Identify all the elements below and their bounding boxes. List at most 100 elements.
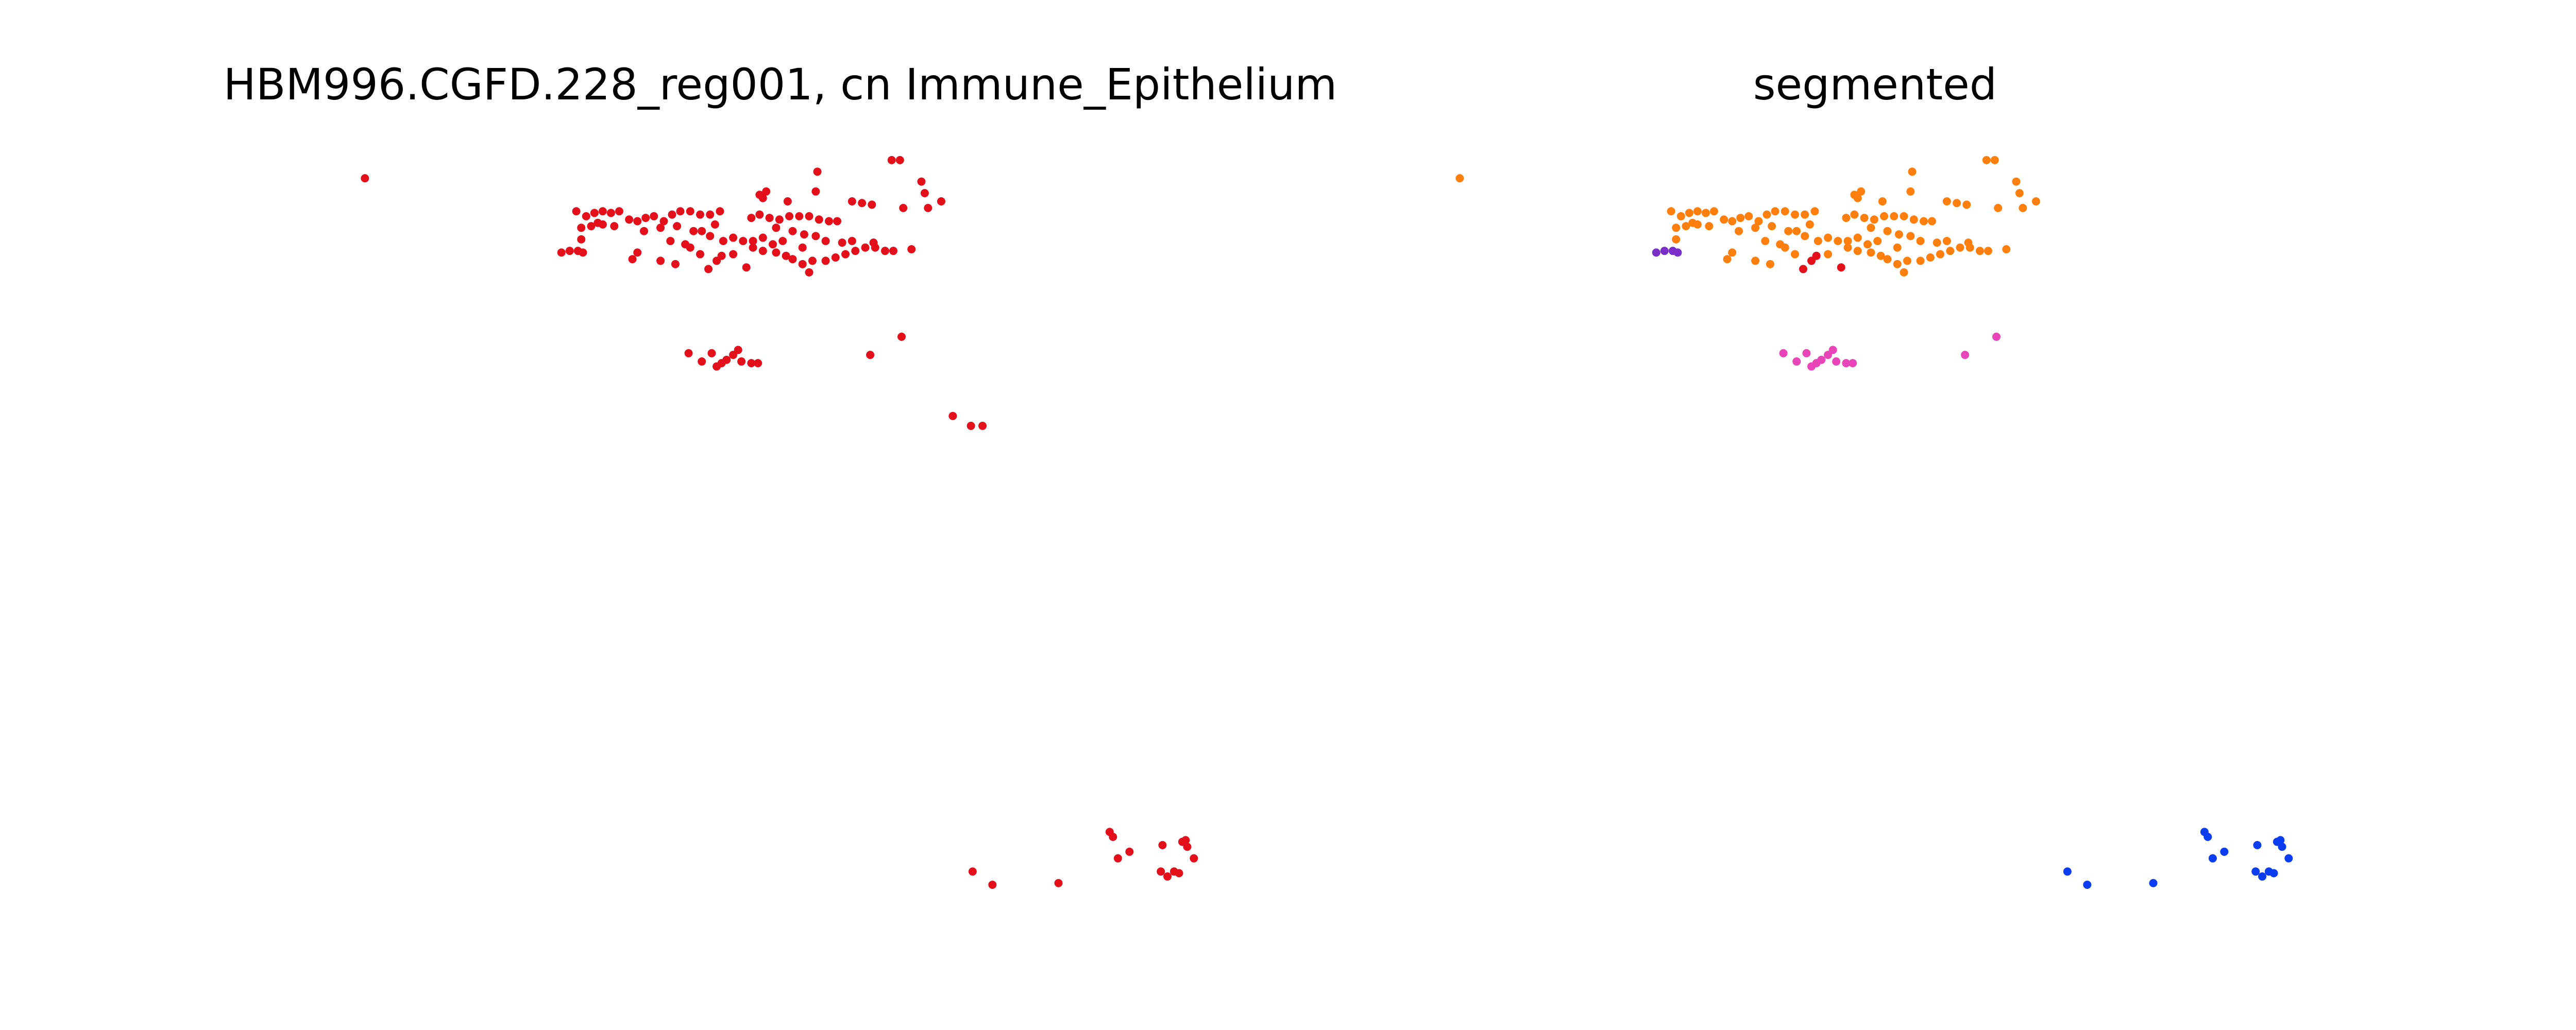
point <box>1768 222 1776 231</box>
point <box>668 210 676 219</box>
point <box>1994 203 2003 212</box>
point <box>1762 210 1771 219</box>
point <box>673 222 682 231</box>
point <box>1054 879 1063 887</box>
point <box>742 263 751 272</box>
point <box>565 247 574 255</box>
point <box>988 880 997 889</box>
point <box>1853 247 1862 255</box>
point <box>1771 207 1780 216</box>
point <box>1956 243 1964 252</box>
point <box>831 253 840 262</box>
point <box>707 349 716 357</box>
point <box>968 867 977 876</box>
point <box>795 212 804 220</box>
point <box>1735 227 1743 235</box>
point <box>1908 167 1917 176</box>
point <box>650 212 658 220</box>
point <box>788 255 797 264</box>
point <box>2019 203 2027 212</box>
point <box>749 236 757 245</box>
point <box>1853 194 1862 202</box>
point <box>1936 250 1945 259</box>
point <box>747 359 756 368</box>
point <box>1652 248 1660 257</box>
point <box>1857 187 1866 196</box>
point <box>851 247 860 255</box>
point <box>684 349 693 357</box>
point <box>1883 227 1892 235</box>
point <box>811 232 820 241</box>
point <box>1850 210 1859 219</box>
point <box>1792 227 1801 235</box>
point <box>1673 248 1682 257</box>
point <box>2149 879 2158 887</box>
point <box>1175 869 1183 878</box>
point <box>696 250 704 259</box>
point <box>1709 207 1718 216</box>
point <box>671 260 680 268</box>
point <box>739 236 748 245</box>
point <box>1893 260 1902 268</box>
point <box>1751 256 1760 265</box>
point <box>1728 248 1737 257</box>
point <box>656 256 665 265</box>
point <box>1900 268 1908 277</box>
point <box>1906 187 1915 196</box>
point <box>924 203 933 212</box>
point <box>676 207 685 216</box>
point <box>1964 238 1973 247</box>
point <box>778 236 787 245</box>
point <box>1990 156 1999 164</box>
point <box>899 203 908 212</box>
point <box>1744 212 1753 220</box>
point <box>1814 236 1822 245</box>
point <box>1824 233 1833 242</box>
point <box>1867 224 1875 232</box>
point <box>1693 207 1702 216</box>
point <box>716 207 724 216</box>
point <box>1860 214 1869 222</box>
point <box>666 236 675 245</box>
point <box>1946 247 1955 255</box>
point <box>625 215 634 224</box>
point <box>1982 156 1991 164</box>
point <box>1761 236 1770 245</box>
point <box>1900 212 1908 220</box>
chart-title: segmented <box>1753 59 1997 110</box>
point <box>2269 869 2278 878</box>
point <box>2031 197 2040 206</box>
point <box>1801 232 1809 241</box>
point <box>2015 189 2024 197</box>
point <box>1682 222 1690 231</box>
point <box>717 251 726 260</box>
point <box>749 243 757 252</box>
point <box>587 222 596 231</box>
point <box>937 197 945 206</box>
point <box>1928 217 1936 226</box>
point <box>1842 359 1851 368</box>
point <box>1933 238 1941 247</box>
point <box>1779 349 1788 357</box>
point <box>1962 200 1971 209</box>
point <box>1919 217 1928 226</box>
point <box>813 167 822 176</box>
point <box>811 187 820 196</box>
point <box>917 177 926 186</box>
point <box>788 227 797 235</box>
point <box>762 187 771 196</box>
point <box>1832 357 1841 366</box>
point <box>1953 199 1961 208</box>
point <box>572 207 581 216</box>
point <box>907 245 916 253</box>
point <box>1870 215 1878 224</box>
point <box>1890 212 1899 220</box>
point <box>1873 236 1882 245</box>
point <box>1878 197 1887 206</box>
point <box>717 359 726 368</box>
chart-title: HBM996.CGFD.228_reg001, cn Immune_Epithe… <box>224 59 1337 110</box>
point <box>686 243 694 252</box>
point <box>1867 248 1875 257</box>
point <box>775 215 784 224</box>
